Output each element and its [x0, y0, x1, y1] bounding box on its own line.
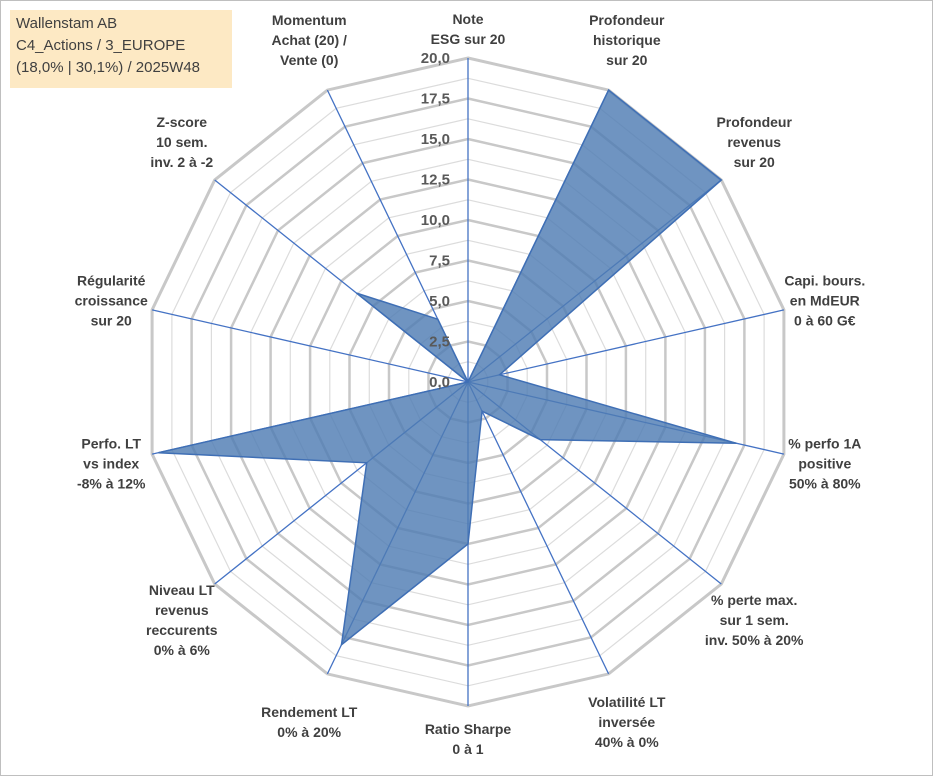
axis-label-line: Ratio Sharpe [425, 721, 512, 737]
tick-label: 7,5 [429, 253, 450, 270]
tick-label: 15,0 [421, 131, 450, 148]
axis-label-line: Volatilité LT [588, 694, 666, 710]
axis-label-line: Profondeur [716, 114, 792, 130]
series-area [158, 88, 737, 647]
tick-label: 2,5 [429, 334, 450, 351]
axis-label-line: 0 à 1 [452, 741, 483, 757]
axis-label-line: Niveau LT [149, 582, 215, 598]
axis-label-line: historique [593, 32, 661, 48]
axis-label-line: Régularité [77, 273, 146, 289]
axis-label: Niveau LT revenus reccurents 0% à 6% [146, 582, 218, 658]
axis-label: Rendement LT 0% à 20% [261, 704, 358, 740]
chart-title-line-1: Wallenstam AB [16, 15, 118, 32]
axis-label-line: 0% à 6% [154, 642, 211, 658]
axis-label-line: Profondeur [589, 12, 665, 28]
axis-label-line: ESG sur 20 [431, 31, 506, 47]
axis-label-line: sur 20 [606, 52, 647, 68]
chart-title-line-3: (18,0% | 30,1%) / 2025W48 [16, 59, 200, 76]
axis-label-line: Achat (20) / [271, 32, 347, 48]
axis-labels: Note ESG sur 20 Profondeur historique sur 20… [75, 11, 866, 757]
axis-label-line: reccurents [146, 622, 218, 638]
axis-label-line: 40% à 0% [595, 734, 659, 750]
axis-label-line: Note [452, 11, 483, 27]
tick-label: 12,5 [421, 172, 450, 189]
axis-label-line: 10 sem. [156, 134, 207, 150]
spoke-line [151, 309, 469, 383]
axis-label-line: positive [798, 455, 851, 471]
axis-label-line: Z-score [157, 114, 208, 130]
radar-series [158, 88, 737, 647]
axis-label-line: inv. 2 à -2 [150, 154, 213, 170]
axis-label-line: Rendement LT [261, 704, 358, 720]
axis-label-line: revenus [155, 602, 209, 618]
axis-label-line: inv. 50% à 20% [705, 632, 804, 648]
spoke-line [467, 381, 610, 675]
axis-label-line: Momentum [272, 12, 347, 28]
axis-label-line: 50% à 80% [789, 475, 861, 491]
axis-label-line: inversée [598, 714, 655, 730]
axis-label-line: sur 20 [734, 154, 775, 170]
tick-label: 0,0 [429, 374, 450, 391]
axis-label-line: vs index [83, 455, 139, 471]
spoke-line [467, 309, 785, 383]
axis-label-line: en MdEUR [790, 293, 860, 309]
axis-label-line: croissance [75, 293, 148, 309]
axis-label: % perte max. sur 1 sem. inv. 50% à 20% [705, 592, 804, 648]
chart-title-line-2: C4_Actions / 3_EUROPE [16, 37, 186, 54]
tick-label: 10,0 [421, 212, 450, 229]
axis-label-line: sur 20 [91, 313, 132, 329]
axis-label: % perfo 1A positive 50% à 80% [788, 435, 861, 491]
axis-label-line: revenus [727, 134, 781, 150]
axis-label: Profondeur historique sur 20 [589, 12, 665, 68]
axis-label-line: Capi. bours. [784, 273, 865, 289]
axis-label-line: sur 1 sem. [720, 612, 789, 628]
tick-label: 20,0 [421, 50, 450, 67]
tick-label: 5,0 [429, 293, 450, 310]
axis-label: Momentum Achat (20) / Vente (0) [271, 12, 347, 68]
axis-label-line: % perfo 1A [788, 435, 861, 451]
chart-title-box: Wallenstam AB C4_Actions / 3_EUROPE (18,… [10, 10, 232, 88]
axis-label: Profondeur revenus sur 20 [716, 114, 792, 170]
axis-label: Capi. bours. en MdEUR 0 à 60 G€ [784, 273, 865, 329]
axis-label-line: Perfo. LT [81, 435, 141, 451]
tick-label: 17,5 [421, 91, 450, 108]
axis-label-line: % perte max. [711, 592, 797, 608]
radial-tick-labels: 0,0 2,5 5,0 7,5 10,0 12,5 15,0 17,5 20,0 [421, 50, 450, 391]
axis-label: Z-score 10 sem. inv. 2 à -2 [150, 114, 213, 170]
axis-label: Volatilité LT inversée 40% à 0% [588, 694, 666, 750]
axis-label-line: -8% à 12% [77, 475, 146, 491]
axis-label: Note ESG sur 20 [431, 11, 506, 47]
axis-label-line: 0 à 60 G€ [794, 313, 856, 329]
axis-label: Ratio Sharpe 0 à 1 [425, 721, 512, 757]
axis-label: Régularité croissance sur 20 [75, 273, 148, 329]
axis-label-line: Vente (0) [280, 52, 338, 68]
axis-label-line: 0% à 20% [277, 724, 341, 740]
axis-label: Perfo. LT vs index -8% à 12% [77, 435, 146, 491]
